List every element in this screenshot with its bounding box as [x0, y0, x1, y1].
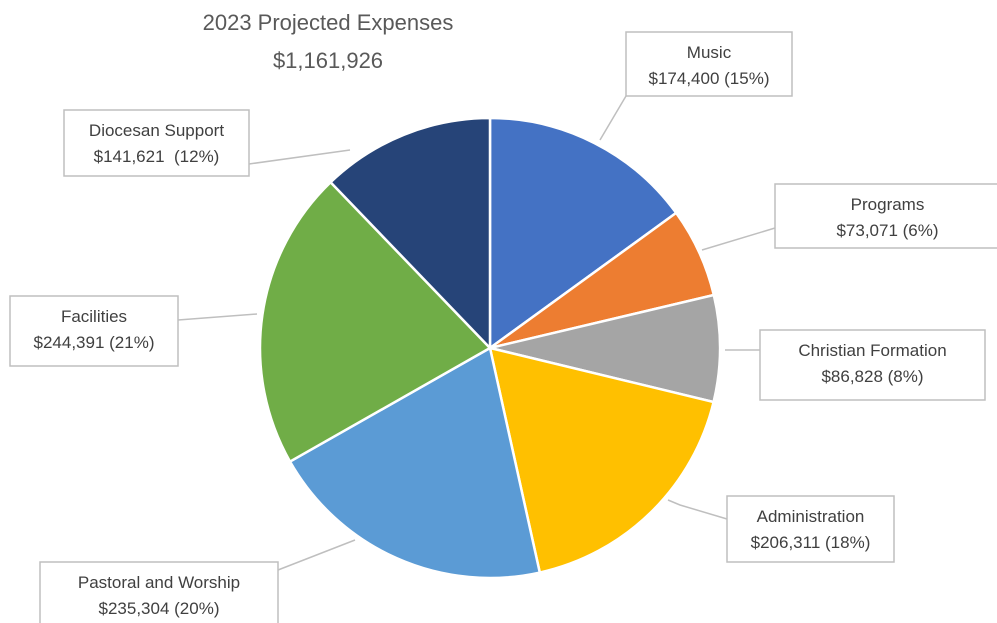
callout-value: $206,311 (18%) [751, 533, 871, 552]
callout-value: $141,621 (12%) [94, 147, 220, 166]
pie-slice-diocesan-support [328, 116, 492, 352]
callout-box [759, 329, 986, 401]
callout-value: $174,400 (15%) [649, 69, 770, 88]
pie-slice-christian-formation [489, 293, 722, 404]
callout-leader-line [599, 95, 627, 141]
callout-label: Facilities [61, 307, 127, 326]
callout-label: Christian Formation [798, 341, 946, 360]
callout-leader-line [248, 149, 351, 165]
callout-label: Diocesan Support [89, 121, 224, 140]
chart-title: 2023 Projected Expenses [203, 10, 454, 35]
callout-leader-line [667, 499, 728, 520]
chart-subtitle: $1,161,926 [273, 48, 383, 73]
callout-box [9, 295, 179, 367]
callout-value: $244,391 (21%) [34, 333, 155, 352]
callout-leader-line [177, 313, 258, 321]
callout-leader-line [277, 539, 356, 571]
callout-value: $235,304 (20%) [99, 599, 220, 618]
pie-slices [258, 116, 722, 580]
pie-slice-music [488, 116, 678, 351]
data-callouts: Music $174,400 (15%) Programs $73,071 (6%) C… [9, 31, 997, 623]
callout-leader-line [701, 227, 776, 251]
callout-box [39, 561, 279, 623]
callout-value: $73,071 (6%) [836, 221, 938, 240]
callout-label: Pastoral and Worship [78, 573, 240, 592]
callout-label: Programs [851, 195, 925, 214]
callout-box [726, 495, 895, 563]
pie-slice-pastoral-and-worship [288, 346, 542, 580]
callout-box [625, 31, 793, 97]
callout-box [63, 109, 250, 177]
callout-label: Music [687, 43, 732, 62]
callout-value: $86,828 (8%) [821, 367, 923, 386]
pie-slice-administration [488, 346, 716, 575]
pie-slice-facilities [258, 180, 493, 464]
callout-label: Administration [757, 507, 865, 526]
callout-box [774, 183, 997, 249]
